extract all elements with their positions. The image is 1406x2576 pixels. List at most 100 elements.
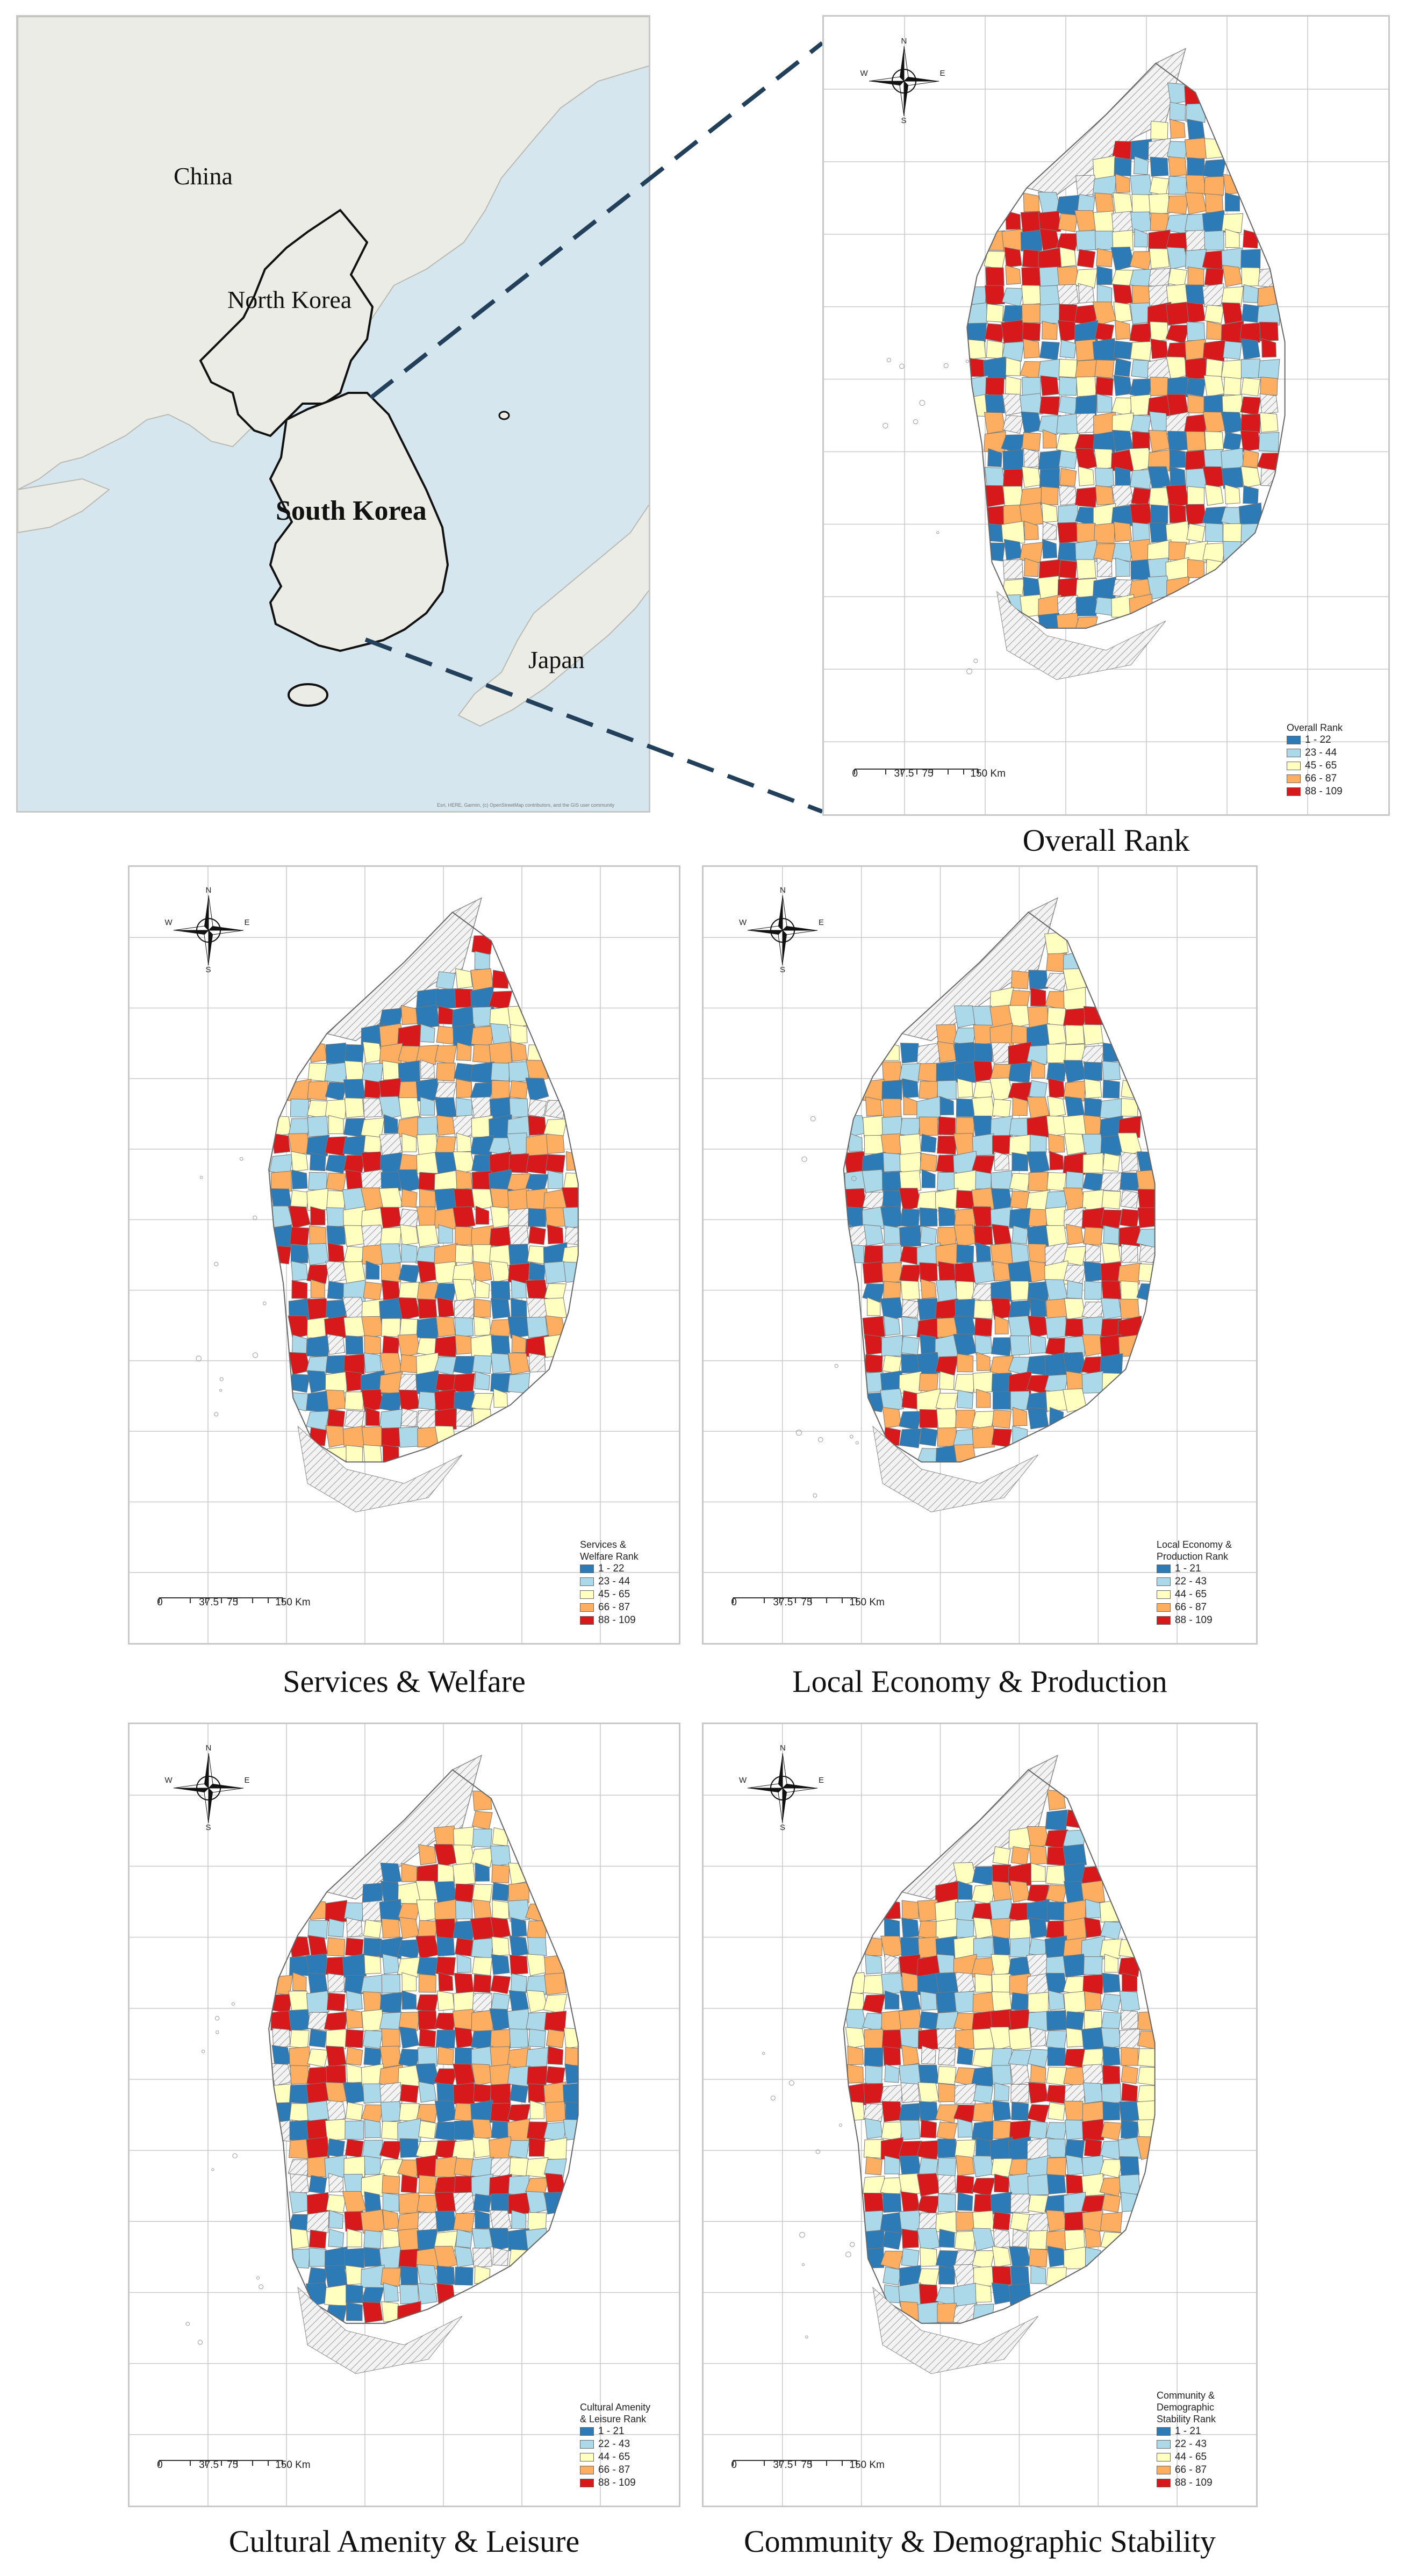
label-japan: Japan bbox=[528, 646, 585, 673]
district bbox=[1001, 319, 1025, 344]
district bbox=[1065, 1024, 1085, 1045]
district bbox=[562, 1207, 578, 1229]
district bbox=[863, 2103, 885, 2122]
district bbox=[993, 1261, 1011, 1282]
district bbox=[563, 2082, 578, 2105]
district bbox=[397, 2118, 421, 2142]
scale-label: 0 bbox=[157, 2459, 163, 2471]
district bbox=[383, 2282, 399, 2302]
district bbox=[363, 1919, 382, 1939]
district bbox=[471, 1188, 493, 1210]
district bbox=[325, 1900, 348, 1922]
district bbox=[974, 1334, 993, 1355]
district bbox=[510, 1024, 528, 1044]
district bbox=[992, 1846, 1011, 1865]
district bbox=[344, 1410, 365, 1429]
district bbox=[984, 431, 1006, 453]
ulleung-island bbox=[498, 411, 510, 420]
district bbox=[1118, 1939, 1141, 1958]
district bbox=[490, 2157, 511, 2177]
legend-item: 1 - 22 bbox=[580, 1562, 639, 1575]
district bbox=[917, 2268, 940, 2287]
district bbox=[398, 1297, 421, 1321]
district bbox=[882, 2193, 902, 2213]
district bbox=[1029, 1845, 1048, 1865]
district bbox=[1028, 970, 1049, 991]
island bbox=[834, 1364, 838, 1368]
district bbox=[903, 1096, 917, 1115]
district bbox=[510, 1041, 527, 1062]
district bbox=[308, 1041, 327, 1063]
district bbox=[1223, 174, 1242, 195]
district bbox=[1023, 448, 1040, 468]
district bbox=[955, 1298, 976, 1320]
district bbox=[547, 1170, 563, 1189]
district bbox=[1042, 321, 1058, 340]
district bbox=[1077, 249, 1096, 268]
district bbox=[399, 1224, 419, 1246]
caption-economy: Local Economy & Production bbox=[792, 1664, 1167, 1699]
district bbox=[347, 2228, 362, 2248]
district bbox=[1204, 176, 1224, 196]
district bbox=[454, 1883, 474, 1903]
district bbox=[863, 2247, 885, 2269]
district bbox=[1012, 1152, 1028, 1172]
district bbox=[309, 2229, 327, 2249]
district bbox=[509, 2028, 529, 2048]
district bbox=[1186, 523, 1206, 542]
district bbox=[453, 2213, 475, 2233]
district bbox=[415, 1935, 440, 1960]
scale-label: 0 bbox=[157, 1597, 163, 1608]
district bbox=[1185, 248, 1207, 270]
district bbox=[525, 1334, 549, 1358]
legend-swatch bbox=[1156, 1565, 1171, 1573]
district bbox=[984, 542, 1006, 562]
compass-s: S bbox=[779, 965, 785, 975]
district bbox=[1074, 486, 1098, 508]
district bbox=[1063, 1080, 1087, 1102]
island bbox=[252, 1352, 259, 1358]
district bbox=[971, 2178, 996, 2197]
legend-swatch bbox=[580, 2479, 594, 2487]
district bbox=[1129, 593, 1153, 618]
district bbox=[881, 1262, 903, 1283]
district bbox=[1021, 267, 1042, 288]
district bbox=[527, 2212, 547, 2231]
district bbox=[1149, 487, 1170, 507]
district bbox=[1077, 193, 1095, 213]
island bbox=[801, 1156, 807, 1162]
district bbox=[1084, 1281, 1102, 1300]
district bbox=[1030, 2064, 1046, 2083]
district bbox=[1115, 557, 1130, 577]
compass-e: E bbox=[939, 68, 945, 78]
district bbox=[1023, 339, 1040, 358]
district bbox=[1132, 522, 1150, 542]
compass-e: E bbox=[818, 1775, 824, 1785]
district bbox=[1021, 466, 1042, 488]
district bbox=[379, 2082, 403, 2105]
district bbox=[1202, 411, 1226, 435]
district bbox=[1048, 1133, 1065, 1153]
district bbox=[955, 2212, 975, 2231]
island bbox=[219, 1377, 224, 1381]
district bbox=[435, 2029, 456, 2049]
district bbox=[456, 1042, 472, 1061]
district bbox=[1039, 341, 1060, 361]
district bbox=[1005, 264, 1021, 285]
district bbox=[363, 1135, 382, 1154]
district bbox=[454, 2245, 474, 2268]
district bbox=[1010, 1243, 1030, 1264]
district bbox=[507, 1316, 530, 1339]
district bbox=[1115, 467, 1131, 486]
district bbox=[346, 2047, 363, 2066]
district bbox=[470, 1334, 494, 1358]
district bbox=[900, 1990, 921, 2013]
island bbox=[899, 363, 905, 369]
district bbox=[453, 1206, 476, 1230]
district bbox=[987, 448, 1002, 468]
district bbox=[1026, 2212, 1050, 2234]
district bbox=[490, 1206, 511, 1228]
district bbox=[434, 2100, 457, 2123]
district bbox=[381, 1171, 401, 1192]
district bbox=[919, 2011, 938, 2030]
